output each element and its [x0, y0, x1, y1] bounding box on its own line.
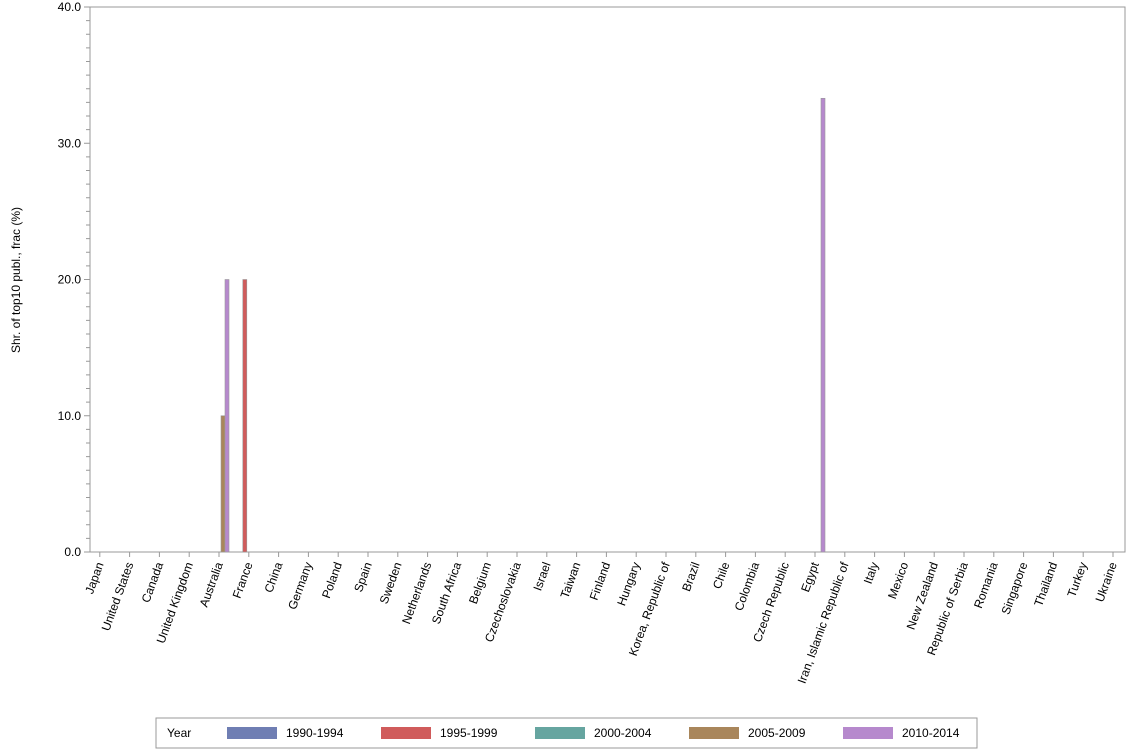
legend-label: 2000-2004 — [594, 726, 652, 740]
x-tick-label: South Africa — [429, 560, 464, 626]
bar-2010-2014 — [820, 97, 826, 553]
x-tick-label: Chile — [710, 560, 733, 591]
x-tick-label: Israel — [530, 560, 553, 592]
x-tick-label: France — [230, 560, 256, 600]
x-tick-label: Romania — [971, 560, 1001, 610]
x-tick-label: Australia — [197, 560, 226, 609]
x-tick-label: Belgium — [466, 560, 494, 606]
legend-label: 2005-2009 — [748, 726, 806, 740]
legend-swatch — [689, 727, 739, 739]
y-tick-label: 20.0 — [58, 273, 82, 287]
x-tick-label: Netherlands — [399, 560, 434, 626]
x-tick-label: Poland — [319, 560, 345, 600]
x-tick-label: Finland — [587, 560, 614, 602]
x-tick-label: Taiwan — [557, 560, 583, 600]
legend-label: 1995-1999 — [440, 726, 498, 740]
legend-label: 2010-2014 — [902, 726, 960, 740]
bar-1995-1999 — [242, 279, 248, 553]
x-tick-label: Singapore — [999, 560, 1031, 617]
legend-title: Year — [167, 726, 191, 740]
bar-2005-2009 — [220, 415, 226, 553]
x-tick-label: Brazil — [679, 560, 702, 593]
legend-swatch — [843, 727, 893, 739]
x-tick-label: Sweden — [377, 560, 405, 606]
y-tick-label: 30.0 — [58, 136, 82, 150]
x-tick-label: Egypt — [798, 560, 822, 594]
x-tick-label: Thailand — [1031, 560, 1060, 608]
x-tick-label: Spain — [351, 560, 375, 594]
bar-2010-2014 — [224, 279, 230, 553]
y-tick-label: 10.0 — [58, 409, 82, 423]
x-tick-label: Japan — [82, 560, 106, 596]
x-tick-label: Canada — [139, 560, 167, 605]
legend-label: 1990-1994 — [286, 726, 344, 740]
x-tick-label: Ukraine — [1093, 560, 1120, 604]
legend-swatch — [535, 727, 585, 739]
legend-swatch — [227, 727, 277, 739]
y-axis-label: Shr. of top10 publ., frac (%) — [9, 207, 23, 353]
x-tick-label: Mexico — [885, 560, 911, 601]
x-tick-label: China — [262, 560, 286, 595]
x-tick-label: Italy — [861, 560, 882, 585]
x-tick-label: Germany — [285, 560, 315, 611]
x-tick-label: Colombia — [732, 560, 763, 613]
legend-swatch — [381, 727, 431, 739]
x-tick-label: Turkey — [1064, 560, 1090, 599]
x-tick-label: Hungary — [614, 560, 643, 607]
y-tick-label: 40.0 — [58, 0, 82, 14]
y-tick-label: 0.0 — [64, 545, 81, 559]
